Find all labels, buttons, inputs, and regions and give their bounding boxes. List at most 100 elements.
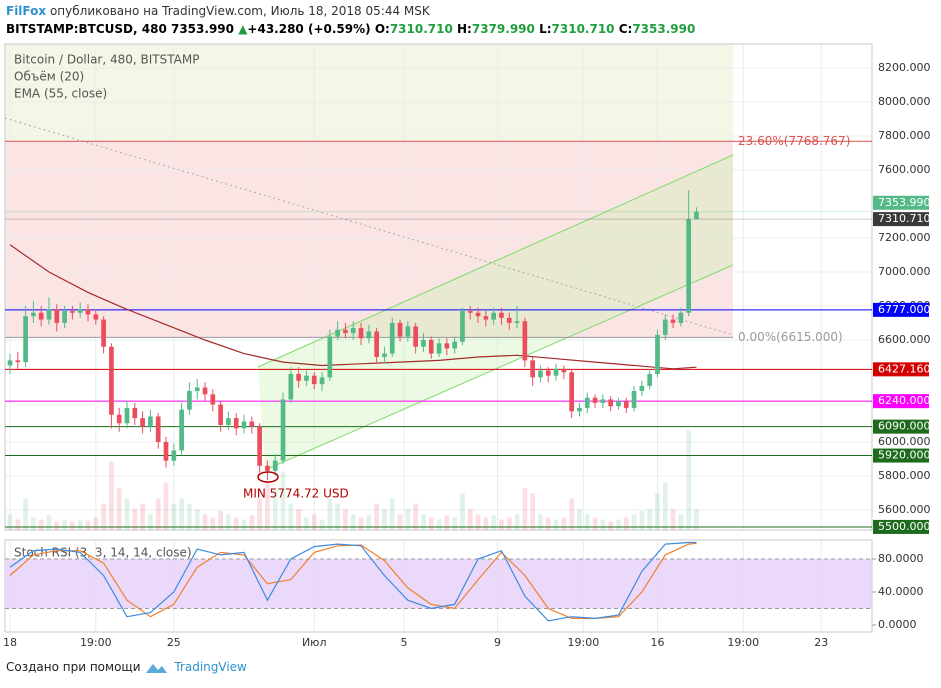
ohlc-value: 7310.710 [551, 22, 615, 36]
volume-bar [194, 509, 200, 530]
candle-body [592, 397, 598, 403]
volume-bar [631, 514, 637, 530]
volume-bar [179, 498, 184, 530]
volume-bar [343, 509, 348, 530]
x-tick-label: 18 [3, 636, 17, 649]
candle-body [93, 314, 99, 320]
level-label: 5920.000 [878, 449, 931, 462]
volume-bar [467, 509, 473, 530]
candle-body [397, 322, 403, 337]
ohlc-value: 7379.990 [471, 22, 535, 36]
volume-bar [210, 517, 216, 530]
candle-body [475, 312, 481, 317]
fib-label: 23.60%(7768.767) [738, 134, 850, 148]
volume-bar [413, 503, 418, 530]
x-tick-label: 16 [650, 636, 664, 649]
symbol-line: BITSTAMP:BTCUSD, 480 7353.990 ▲+43.280 (… [6, 22, 695, 36]
volume-bar [460, 493, 465, 530]
volume-bar [140, 503, 145, 530]
volume-bar [616, 519, 621, 530]
fib-zone-upper [5, 44, 733, 142]
x-tick-label: 23 [814, 636, 828, 649]
level-label-box [873, 362, 929, 377]
legend-entry: Stoch RSI (3, 3, 14, 14, close) [14, 546, 192, 560]
candle-body [233, 418, 239, 429]
candle-body [249, 421, 255, 427]
y-tick-label: 40.0000 [878, 585, 924, 598]
volume-bar [233, 517, 239, 530]
candle-body [265, 465, 270, 471]
candle-body [460, 311, 465, 342]
volume-bar [436, 519, 442, 530]
candle-body [639, 385, 645, 391]
volume-bar [272, 488, 278, 530]
candle-body [545, 370, 551, 376]
volume-bar [218, 511, 223, 530]
volume-bar [171, 503, 177, 530]
candle-body [538, 370, 543, 378]
candle-body [202, 387, 208, 395]
candle-body [514, 321, 520, 323]
level-label: 6777.000 [878, 303, 931, 316]
volume-bar [608, 521, 614, 530]
x-tick-label: Июл [302, 636, 327, 649]
level-label-box [873, 394, 929, 409]
level-label: 5500.000 [878, 520, 931, 533]
background [5, 44, 872, 632]
price-pane [4, 43, 873, 531]
volume-bar [522, 488, 528, 530]
ohlc-value: 7310.710 [389, 22, 453, 36]
candle-body [140, 418, 145, 427]
x-tick-label: 19:00 [80, 636, 112, 649]
volume-bar [670, 509, 676, 530]
volume-bar [202, 514, 208, 530]
footer-brand: TradingView [174, 660, 247, 674]
stoch-band [5, 558, 872, 609]
fib-zone [5, 141, 733, 338]
level-label-box [873, 419, 929, 434]
candle-body [483, 316, 489, 320]
volume-bar [7, 514, 13, 530]
y-tick-label: 80.0000 [878, 552, 924, 565]
candle-body [522, 321, 528, 361]
candle-body [569, 372, 575, 412]
volume-bar [374, 503, 379, 530]
level-label: 6090.000 [878, 420, 931, 433]
candle-body [304, 375, 309, 381]
candle-body [62, 311, 67, 323]
volume-bar [366, 515, 372, 530]
y-tick-label: 7200.000 [878, 231, 931, 244]
candle-body [311, 375, 317, 385]
volume-bar [23, 498, 28, 530]
candle-body [7, 360, 13, 366]
fib-label: 0.00%(6615.000) [738, 330, 843, 344]
change: +43.280 (+0.59%) [247, 22, 371, 36]
volume-bar [561, 517, 567, 530]
author: FilFox [6, 4, 47, 18]
candle-body [171, 450, 177, 461]
volume-bar [428, 517, 434, 530]
candle-body [179, 409, 184, 451]
volume-bar [483, 517, 489, 530]
volume-bar [304, 517, 309, 530]
volume-bar [319, 519, 325, 530]
legend-entry: EMA (55, close) [14, 87, 107, 101]
candle-body [678, 312, 684, 323]
volume-bar [569, 498, 575, 530]
footer-text: Создано при помощи [6, 660, 141, 674]
x-tick-label: 9 [494, 636, 501, 649]
volume-bar [655, 493, 660, 530]
volume-bar [15, 519, 21, 530]
level-label-box [873, 519, 929, 534]
volume-bar [514, 514, 520, 530]
y-tick-label: 6600.000 [878, 333, 931, 346]
candle-body [647, 373, 653, 386]
volume-bar [491, 515, 496, 530]
candle-body [499, 312, 504, 318]
volume-bar [280, 472, 286, 530]
volume-bar [358, 517, 364, 530]
header-line: FilFox опубликовано на TradingView.com, … [6, 4, 430, 18]
ohlc-key: C: [618, 22, 633, 36]
candle-body [405, 326, 411, 337]
candle-body [577, 407, 582, 412]
